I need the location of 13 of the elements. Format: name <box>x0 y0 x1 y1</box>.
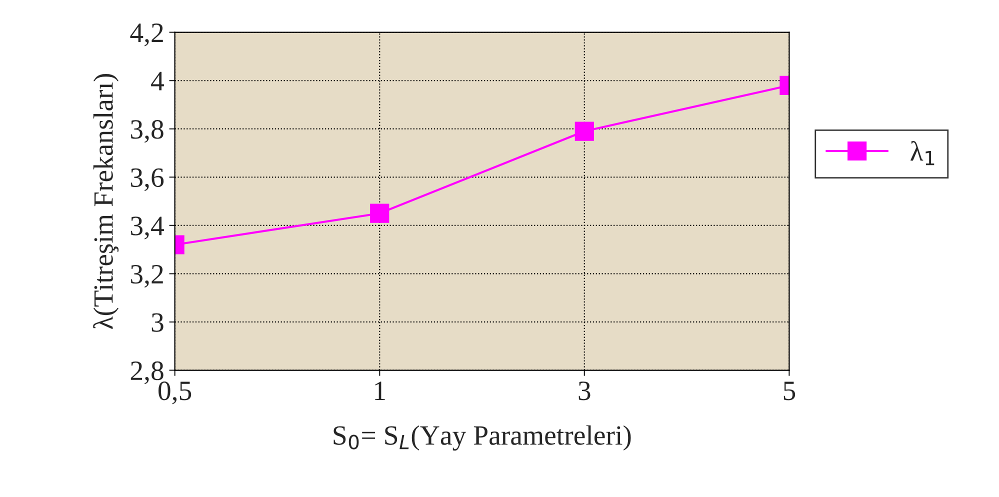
x-tick-label: 5 <box>784 382 796 400</box>
x-tick-label: 3 <box>578 382 590 400</box>
y-axis-title: λ(Titreşim Frekansları) <box>93 74 119 330</box>
legend-label: λ$_{1}$ <box>910 141 934 166</box>
y-tick-label: 3,4 <box>131 216 164 240</box>
y-tick-label: 3 <box>152 313 164 332</box>
y-tick-label: 3,6 <box>131 168 164 192</box>
y-tick-label: 4,2 <box>130 24 163 46</box>
y-tick-label: 4 <box>151 72 164 90</box>
x-axis-title: S$_{0}$= S$_{L}$(Yay Parametreleri) <box>334 425 631 451</box>
y-tick-label: 3,8 <box>131 120 164 143</box>
y-tick-label: 3,2 <box>131 264 163 288</box>
x-tick-label: 1 <box>375 382 385 400</box>
